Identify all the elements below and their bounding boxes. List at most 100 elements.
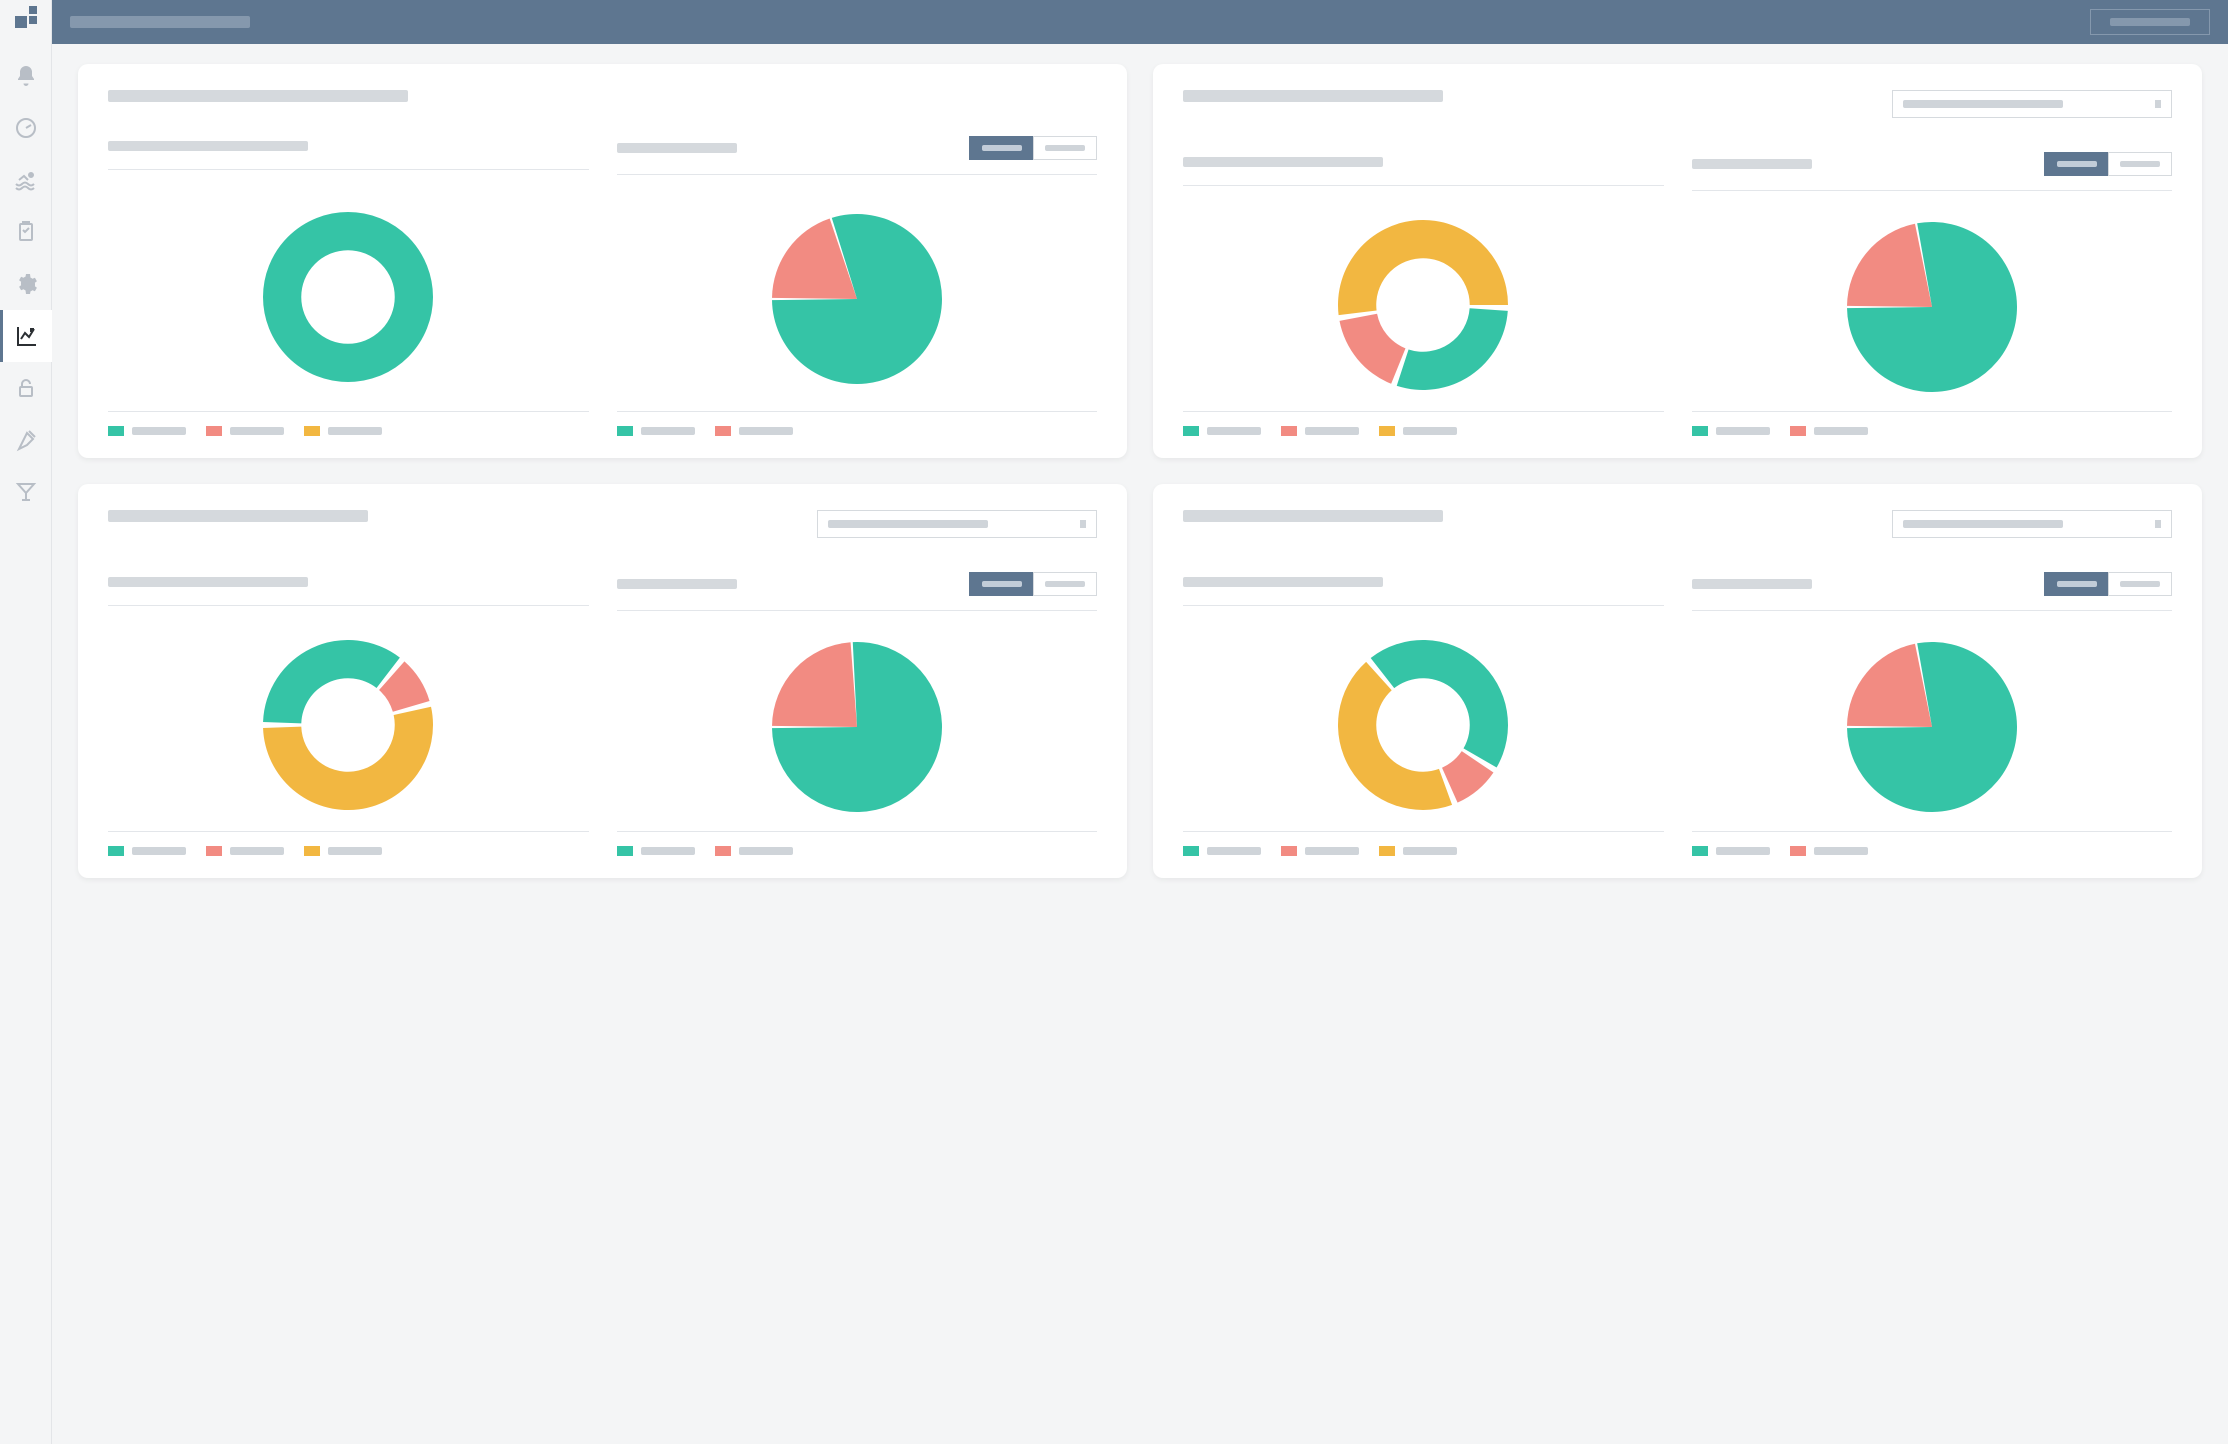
- card-2: [1153, 64, 2202, 458]
- legend-item: [1281, 426, 1359, 436]
- card-half-left: [1183, 152, 1664, 436]
- chart-legend: [617, 411, 1098, 436]
- legend-item: [1379, 426, 1457, 436]
- legend-item: [304, 846, 382, 856]
- legend-label: [641, 427, 695, 435]
- view-toggle-option-b[interactable]: [2108, 572, 2172, 596]
- nav-item-alerts[interactable]: [0, 50, 52, 102]
- legend-swatch: [715, 846, 731, 856]
- legend-swatch: [617, 846, 633, 856]
- section-subtitle: [1183, 157, 1383, 167]
- section-subtitle: [108, 577, 308, 587]
- martini-icon: [14, 480, 38, 504]
- legend-item: [617, 846, 695, 856]
- nav-item-access[interactable]: [0, 362, 52, 414]
- legend-swatch: [1790, 846, 1806, 856]
- legend-label: [132, 427, 186, 435]
- legend-item: [1692, 846, 1770, 856]
- legend-swatch: [1183, 846, 1199, 856]
- nav-item-settings[interactable]: [0, 258, 52, 310]
- view-toggle[interactable]: [2044, 152, 2172, 176]
- legend-label: [1716, 427, 1770, 435]
- section-subtitle: [1692, 159, 1812, 169]
- legend-swatch: [715, 426, 731, 436]
- legend-swatch: [1379, 846, 1395, 856]
- legend-swatch: [1692, 426, 1708, 436]
- card-title: [108, 90, 408, 102]
- select-value: [1903, 100, 2063, 108]
- legend-label: [641, 847, 695, 855]
- view-toggle-option-b[interactable]: [1033, 572, 1097, 596]
- section-subtitle: [1183, 577, 1383, 587]
- card-filter-select[interactable]: [1892, 510, 2172, 538]
- nav-item-bar[interactable]: [0, 466, 52, 518]
- view-toggle-option-a[interactable]: [969, 572, 1033, 596]
- chart-legend: [1183, 411, 1664, 436]
- chevron-down-icon: [2155, 520, 2161, 528]
- card-half-left: [108, 136, 589, 436]
- chart-legend: [1183, 831, 1664, 856]
- legend-label: [328, 427, 382, 435]
- legend-label: [230, 847, 284, 855]
- card-half-right: [617, 136, 1098, 436]
- view-toggle-option-a[interactable]: [2044, 572, 2108, 596]
- chart-legend: [108, 411, 589, 436]
- topbar: [52, 0, 2228, 44]
- broom-icon: [14, 428, 38, 452]
- legend-swatch: [1790, 426, 1806, 436]
- nav-rail: [0, 0, 52, 1444]
- topbar-action-label: [2110, 18, 2190, 26]
- chart-legend: [108, 831, 589, 856]
- nav-item-analytics[interactable]: [0, 310, 52, 362]
- legend-label: [1716, 847, 1770, 855]
- nav-item-cleaning[interactable]: [0, 414, 52, 466]
- page-title: [70, 16, 250, 28]
- nav-item-pool[interactable]: [0, 154, 52, 206]
- view-toggle[interactable]: [2044, 572, 2172, 596]
- dashboard-content: [52, 44, 2228, 1444]
- legend-label: [230, 427, 284, 435]
- app-logo: [11, 6, 41, 36]
- card-4: [1153, 484, 2202, 878]
- legend-swatch: [304, 426, 320, 436]
- card-filter-select[interactable]: [817, 510, 1097, 538]
- legend-swatch: [1281, 846, 1297, 856]
- section-subtitle: [108, 141, 308, 151]
- nav-item-dashboard[interactable]: [0, 102, 52, 154]
- view-toggle[interactable]: [969, 136, 1097, 160]
- chevron-down-icon: [1080, 520, 1086, 528]
- legend-label: [1305, 847, 1359, 855]
- legend-item: [1281, 846, 1359, 856]
- legend-label: [132, 847, 186, 855]
- view-toggle-option-a[interactable]: [969, 136, 1033, 160]
- linechart-icon: [15, 324, 39, 348]
- nav-item-checklist[interactable]: [0, 206, 52, 258]
- legend-label: [1305, 427, 1359, 435]
- pie-chart: [617, 611, 1098, 831]
- view-toggle-option-b[interactable]: [1033, 136, 1097, 160]
- card-1: [78, 64, 1127, 458]
- legend-item: [617, 426, 695, 436]
- chart-legend: [617, 831, 1098, 856]
- legend-swatch: [617, 426, 633, 436]
- view-toggle-option-a[interactable]: [2044, 152, 2108, 176]
- topbar-action-button[interactable]: [2090, 9, 2210, 35]
- card-title: [1183, 90, 1443, 102]
- legend-label: [739, 847, 793, 855]
- gauge-icon: [14, 116, 38, 140]
- view-toggle[interactable]: [969, 572, 1097, 596]
- pie-chart: [1692, 611, 2173, 831]
- legend-item: [108, 426, 186, 436]
- card-half-left: [1183, 572, 1664, 856]
- clipboard-icon: [14, 220, 38, 244]
- card-filter-select[interactable]: [1892, 90, 2172, 118]
- legend-item: [304, 426, 382, 436]
- legend-label: [1403, 427, 1457, 435]
- donut-chart: [108, 606, 589, 831]
- view-toggle-option-b[interactable]: [2108, 152, 2172, 176]
- legend-label: [1403, 847, 1457, 855]
- donut-chart: [1183, 186, 1664, 411]
- legend-label: [1207, 847, 1261, 855]
- section-subtitle: [617, 579, 737, 589]
- legend-label: [328, 847, 382, 855]
